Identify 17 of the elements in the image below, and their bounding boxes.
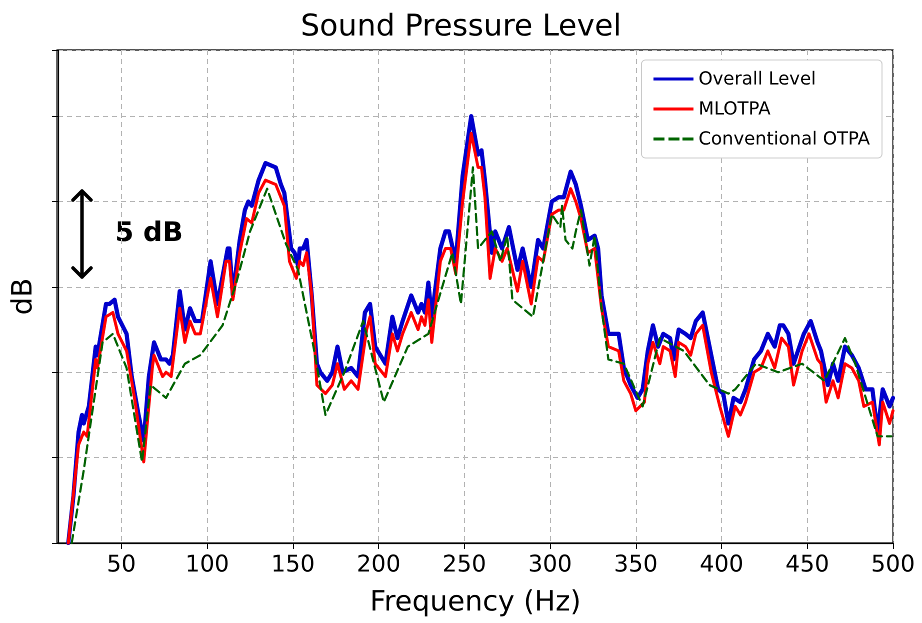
- x-tick-label: 500: [871, 552, 915, 578]
- x-tick-label: 300: [528, 552, 572, 578]
- x-tick-label: 150: [270, 552, 315, 578]
- legend-label: Conventional OTPA: [698, 128, 871, 150]
- x-axis-title: Frequency (Hz): [370, 584, 582, 618]
- x-tick-label: 200: [356, 552, 401, 578]
- x-tick-label: 50: [106, 552, 136, 578]
- legend-label: MLOTPA: [698, 98, 772, 120]
- x-tick-label: 450: [785, 552, 830, 578]
- x-tick-label: 100: [185, 552, 230, 578]
- legend-label: Overall Level: [698, 68, 816, 90]
- y-axis-title: dB: [6, 278, 38, 315]
- chart-title: Sound Pressure Level: [300, 8, 622, 44]
- x-tick-label: 250: [442, 552, 486, 578]
- x-tick-label: 350: [614, 552, 658, 578]
- annotation: 5 dB: [115, 217, 184, 248]
- x-tick-label: 400: [700, 552, 744, 578]
